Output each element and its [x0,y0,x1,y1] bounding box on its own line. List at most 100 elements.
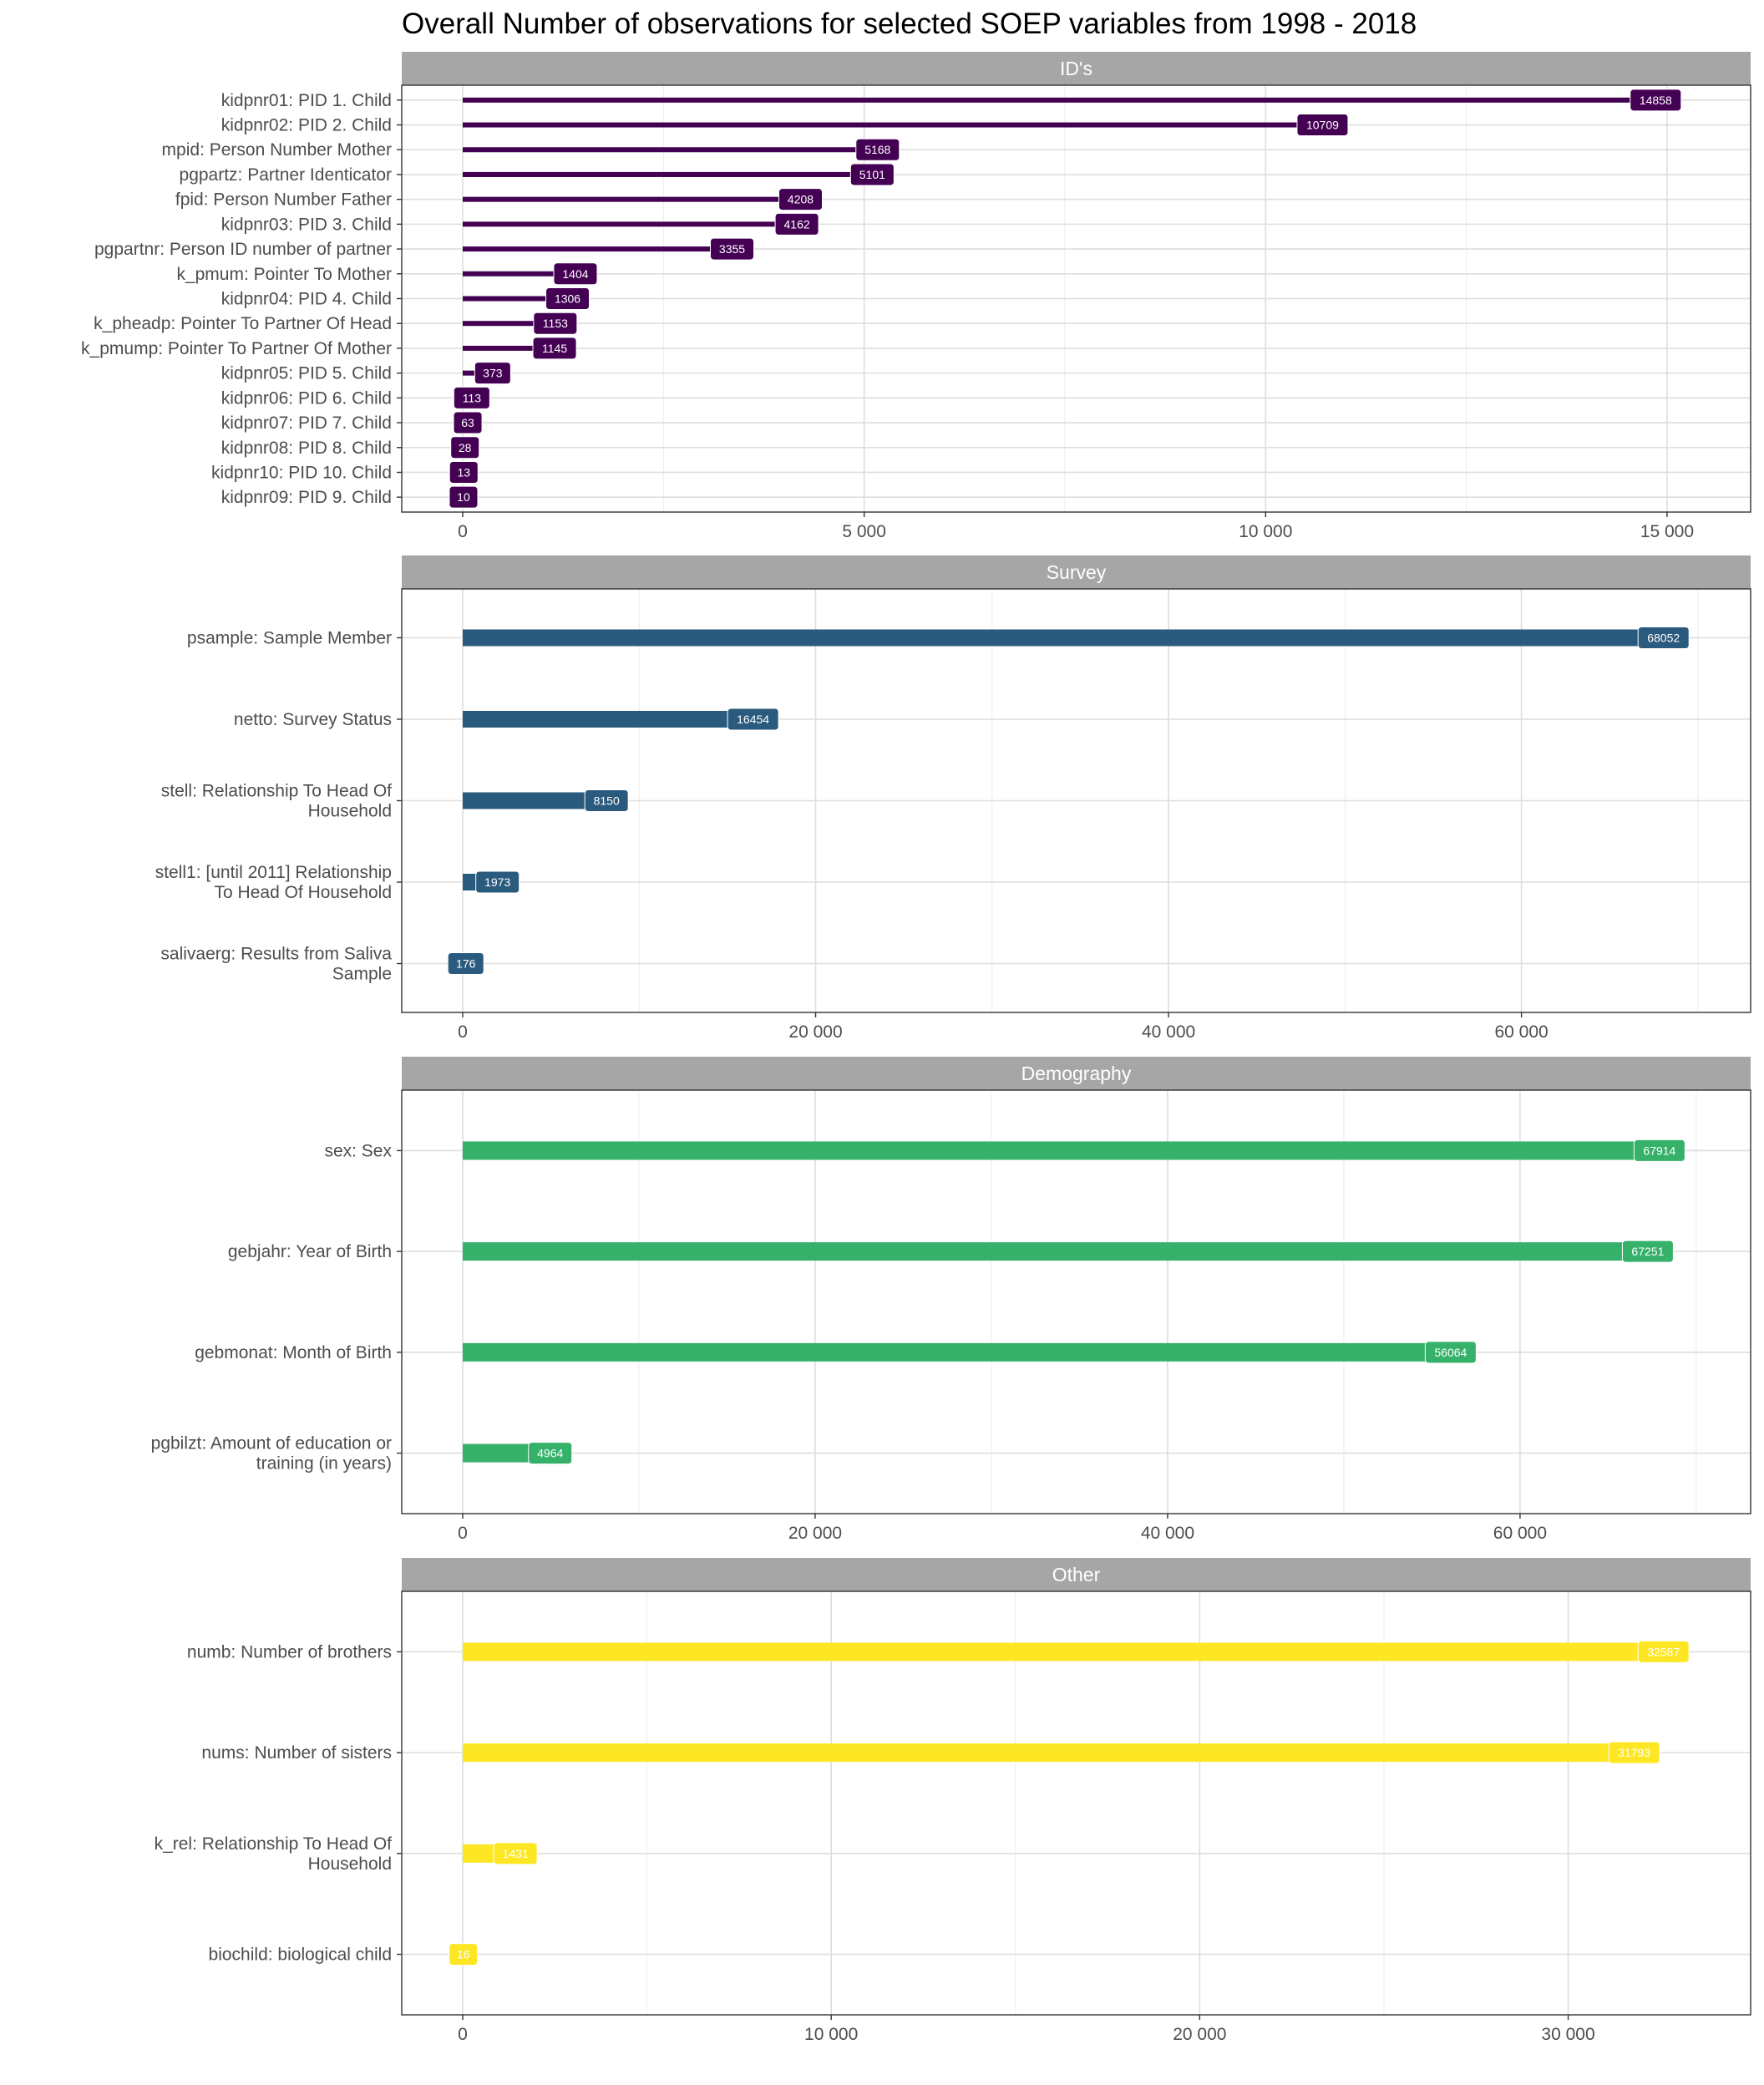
facet-panel-demography: Demography 67914 sex: Sex 67251 gebjahr: Yea… [151,1057,1751,1543]
chart-title: Overall Number of observations for selec… [402,8,1417,40]
category-label: kidpnr03: PID 3. Child [221,215,392,234]
data-label-text: 1973 [484,875,510,889]
category-label: k_rel: Relationship To Head Of Household [155,1834,393,1874]
category-label: biochild: biological child [209,1945,392,1965]
facet-strip [402,1558,1751,1591]
data-label-text: 3355 [719,242,745,256]
facet-strip [402,52,1751,85]
data-label-box [453,386,490,409]
data-label-text: 1306 [555,292,580,306]
bar [463,221,798,227]
data-label-text: 4964 [537,1447,563,1460]
data-label: 10709 [1296,114,1349,137]
data-label: 1145 [532,337,577,360]
data-label-text: 373 [483,367,503,380]
x-tick-label: 20 000 [1173,2025,1226,2044]
panel-background [402,1591,1751,2015]
x-tick-label: 5 000 [842,522,886,541]
data-label-text: 10 [457,490,470,504]
data-label: 14858 [1630,89,1682,112]
data-label-text: 113 [463,391,482,404]
data-label-box [449,460,479,484]
data-label-text: 67914 [1643,1144,1675,1157]
x-tick-label: 0 [458,1022,468,1042]
data-label-text: 56064 [1434,1346,1467,1359]
data-label: 28 [450,436,480,459]
x-tick-label: 0 [458,1524,468,1543]
category-label: pgpartnr: Person ID number of partner [94,240,392,259]
category-label: sex: Sex [324,1141,392,1160]
category-label: netto: Survey Status [234,710,392,729]
category-label: psample: Sample Member [187,629,392,648]
data-label-box [450,436,480,459]
data-label: 16 [449,1943,479,1966]
data-label: 1973 [475,870,520,894]
data-label-box [1608,1741,1660,1764]
category-label: fpid: Person Number Father [175,190,392,210]
bar [463,1642,1664,1661]
data-label-text: 4162 [784,217,810,231]
x-tick-label: 0 [458,2025,468,2044]
category-label: kidpnr02: PID 2. Child [221,116,392,135]
data-label-box [553,262,598,286]
data-label-box [528,1442,573,1465]
category-label: kidpnr06: PID 6. Child [221,388,392,408]
category-label: kidpnr04: PID 4. Child [221,290,392,309]
x-tick-label: 20 000 [788,1022,842,1042]
facet-strip [402,555,1751,589]
data-label-box [710,237,755,261]
data-label-text: 4208 [788,193,814,206]
data-label: 1153 [533,312,578,335]
data-label: 113 [453,386,490,409]
data-label: 4964 [528,1442,573,1465]
data-label-box [532,337,577,360]
data-label-text: 1153 [543,317,568,330]
data-label-text: 1145 [542,342,567,355]
bar [463,1342,1451,1362]
facet-strip-label: Survey [1047,561,1107,583]
category-label: stell: Relationship To Head Of Household [161,782,392,821]
data-label: 32587 [1637,1640,1690,1663]
data-label: 3355 [710,237,755,261]
facet-strip [402,1057,1751,1090]
category-label: k_pheadp: Pointer To Partner Of Head [94,314,392,333]
data-label: 373 [474,362,511,385]
bar [463,196,801,202]
panel-border [401,1089,1751,1514]
data-label-text: 28 [459,441,472,454]
bar [463,97,1656,103]
data-label-box [774,212,819,236]
data-label-text: 8150 [594,794,620,808]
data-label-box [449,1943,479,1966]
category-label: kidpnr10: PID 10. Child [211,463,392,482]
data-label-box [727,708,779,731]
category-label: kidpnr09: PID 9. Child [221,488,392,507]
bar [463,1242,1648,1261]
category-label: mpid: Person Number Mother [162,140,392,160]
category-label: kidpnr01: PID 1. Child [221,91,392,110]
category-label: stell1: [until 2011] Relationship To Head… [155,863,392,902]
bar [463,271,575,276]
data-label: 10 [449,485,479,509]
data-label: 5101 [849,163,895,186]
x-tick-label: 20 000 [788,1524,842,1543]
bar [463,147,878,153]
bar [463,122,1323,128]
category-label: kidpnr05: PID 5. Child [221,364,392,383]
facet-strip-label: ID's [1060,58,1092,79]
data-label-text: 31793 [1618,1746,1650,1759]
category-label: pgbilzt: Amount of education or training … [151,1434,392,1474]
x-tick-label: 60 000 [1493,1524,1547,1543]
data-label-text: 63 [461,416,474,429]
panel-border [401,84,1751,513]
x-tick-label: 10 000 [1239,522,1292,541]
x-tick-label: 10 000 [804,2025,858,2044]
facet-panel-other: Other 32587 numb: Number of brothers 31793 n… [155,1558,1751,2044]
category-label: gebmonat: Month of Birth [195,1343,392,1362]
category-label: kidpnr08: PID 8. Child [221,439,392,458]
data-label-box [533,312,578,335]
category-label: nums: Number of sisters [201,1743,392,1763]
category-label: kidpnr07: PID 7. Child [221,413,392,433]
data-label-box [1424,1341,1477,1364]
